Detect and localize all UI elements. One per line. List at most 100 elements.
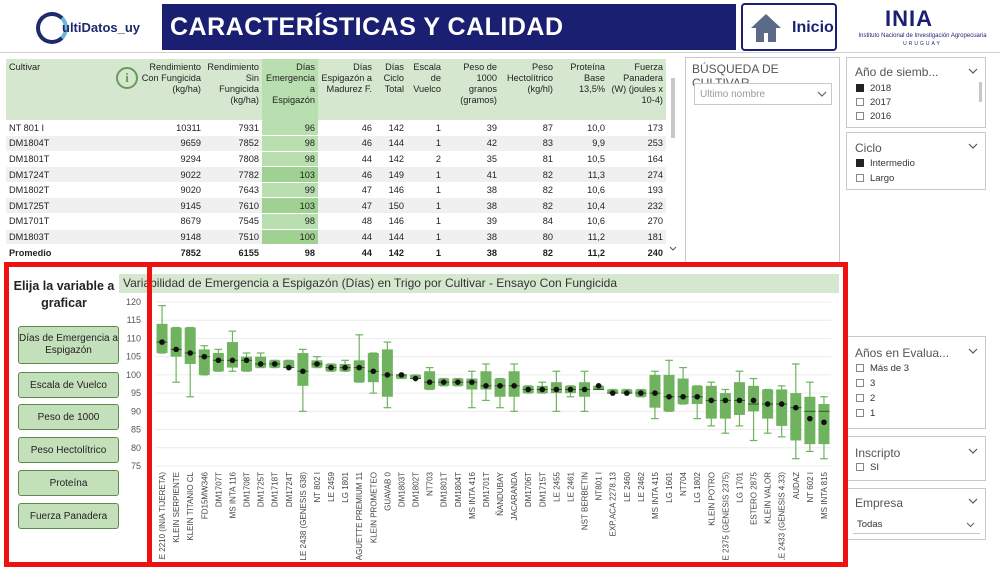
- filter-option-ciclo[interactable]: Largo: [856, 173, 894, 184]
- table-cell: 7610: [204, 197, 262, 215]
- checkbox[interactable]: [856, 409, 864, 417]
- checkbox[interactable]: [856, 364, 864, 372]
- chevron-down-icon[interactable]: [968, 143, 978, 150]
- table-row[interactable]: DM1724T 9022 7782 103 46 149 1 41 82 11,3 274: [6, 166, 666, 183]
- variable-button-label: Días de Emergencia a Espigazón: [19, 333, 118, 356]
- table-header-cell[interactable]: Rendimiento Sin Fungicida (kg/ha): [204, 59, 262, 120]
- table-header-cell[interactable]: Peso Hectolítrico (kg/hl): [500, 59, 556, 120]
- x-tick-label: MS INTA 416: [468, 471, 477, 519]
- variable-button[interactable]: Peso Hectolítrico: [18, 437, 119, 463]
- checkbox[interactable]: [856, 394, 864, 402]
- variable-button[interactable]: Proteína: [18, 470, 119, 496]
- checkbox[interactable]: [856, 159, 864, 167]
- chevron-down-icon[interactable]: [968, 68, 978, 75]
- table-header-cell[interactable]: Fuerza Panadera (W) (joules x 10-4): [608, 59, 666, 120]
- checkbox[interactable]: [856, 98, 864, 106]
- table-header-cell[interactable]: Días Espigazón a Madurez F.: [318, 59, 375, 120]
- box-mean-point: [187, 350, 194, 356]
- box-mean-point: [215, 357, 222, 364]
- table-row[interactable]: DM1804T 9659 7852 98 46 144 1 42 83 9,9 253: [6, 135, 666, 152]
- table-cell: 146: [375, 213, 407, 230]
- table-scrollbar[interactable]: [668, 78, 678, 254]
- x-tick-label: GUAVAB 0: [383, 471, 392, 510]
- x-tick-label: DM1725T: [257, 472, 266, 507]
- box-mean-point: [623, 390, 630, 396]
- y-tick-label: 100: [126, 370, 141, 380]
- table-cell: 98: [262, 244, 318, 261]
- table-cell: 82: [500, 244, 556, 261]
- checkbox[interactable]: [856, 84, 864, 92]
- filter-option-year[interactable]: 2016: [856, 111, 891, 122]
- table-header-cell[interactable]: Rendimiento Con Fungicida (kg/ha): [134, 59, 204, 120]
- empresa-filter-title: Empresa: [855, 496, 904, 510]
- year-filter-scrollbar[interactable]: [979, 82, 982, 102]
- filter-option-year[interactable]: 2017: [856, 97, 891, 108]
- table-cell: 82: [500, 197, 556, 215]
- page-title: CARACTERÍSTICAS Y CALIDAD: [170, 13, 564, 41]
- box: [677, 378, 689, 405]
- table-cell: 10311: [134, 120, 204, 137]
- table-row[interactable]: DM1802T 9020 7643 99 47 146 1 38 82 10,6 193: [6, 182, 666, 199]
- filter-option-ciclo[interactable]: Intermedio: [856, 158, 915, 169]
- variable-button-label: Fuerza Panadera: [29, 511, 108, 522]
- box: [480, 371, 492, 390]
- box-mean-point: [764, 401, 771, 407]
- chevron-down-icon[interactable]: [968, 348, 978, 355]
- x-tick-label: LE 2210 (INIA TIJERETA): [158, 472, 167, 560]
- x-tick-label: DM1803T: [397, 472, 406, 507]
- filter-option-inscripto[interactable]: SI: [856, 462, 879, 473]
- variable-button[interactable]: Días de Emergencia a Espigazón: [18, 326, 119, 364]
- y-tick-label: 115: [127, 315, 141, 325]
- table-header-cell[interactable]: Escala de Vuelco: [407, 59, 444, 120]
- variable-button[interactable]: Fuerza Panadera: [18, 503, 119, 529]
- table-row[interactable]: DM1803T 9148 7510 100 44 144 1 38 80 11,2 181: [6, 229, 666, 246]
- table-row[interactable]: DM1725T 9145 7610 103 47 150 1 38 82 10,4 232: [6, 197, 666, 215]
- box: [776, 389, 788, 426]
- filter-option-anios_eval[interactable]: 2: [856, 393, 875, 404]
- table-header-cell[interactable]: Días Ciclo Total: [375, 59, 407, 120]
- table-total-row[interactable]: Promedio 7852 6155 98 44 142 1 38 82 11,2 240: [6, 244, 666, 261]
- box: [367, 353, 379, 383]
- checkbox[interactable]: [856, 112, 864, 120]
- table-cell: 9,9: [556, 135, 608, 152]
- box-mean-point: [708, 397, 715, 404]
- chevron-down-icon[interactable]: [968, 448, 978, 455]
- multidatos-logo-mark: [36, 12, 68, 44]
- year-filter-panel: Año de siemb... 2018 2017 2016: [846, 57, 986, 128]
- table-header-cell[interactable]: Peso de 1000 granos (gramos): [444, 59, 500, 120]
- scroll-down-icon[interactable]: [669, 246, 677, 252]
- filter-option-anios_eval[interactable]: 3: [856, 378, 875, 389]
- empresa-select[interactable]: Todas: [853, 516, 980, 534]
- chevron-down-icon[interactable]: [968, 498, 978, 505]
- x-tick-label: DM1706T: [524, 472, 533, 507]
- home-button[interactable]: Inicio: [741, 3, 837, 51]
- checkbox[interactable]: [856, 463, 864, 471]
- table-header-cell[interactable]: Cultivar: [6, 59, 134, 120]
- box-mean-point: [595, 383, 602, 389]
- filter-option-anios_eval[interactable]: Más de 3: [856, 363, 909, 374]
- table-scrollbar-thumb[interactable]: [671, 78, 675, 138]
- table-cell: 9659: [134, 135, 204, 152]
- table-cell: 7808: [204, 151, 262, 168]
- ciclo-filter-panel: Ciclo Intermedio Largo: [846, 132, 986, 190]
- checkbox[interactable]: [856, 379, 864, 387]
- box-mean-point: [469, 379, 475, 385]
- table-cell: 150: [375, 197, 407, 215]
- x-tick-label: LE 2455: [552, 471, 561, 501]
- variable-button[interactable]: Escala de Vuelco: [18, 372, 119, 398]
- checkbox[interactable]: [856, 174, 864, 182]
- info-icon[interactable]: i: [116, 67, 138, 89]
- table-header-cell[interactable]: Proteína Base 13,5%: [556, 59, 608, 120]
- table-cell: 47: [318, 182, 375, 199]
- table-row[interactable]: DM1801T 9294 7808 98 44 142 2 35 81 10,5 164: [6, 151, 666, 168]
- variable-button[interactable]: Peso de 1000: [18, 404, 119, 430]
- table-row[interactable]: DM1701T 8679 7545 98 48 146 1 39 84 10,6 270: [6, 213, 666, 230]
- table-header-cell[interactable]: Días Emergencia a Espigazón: [262, 59, 318, 120]
- filter-option-anios_eval[interactable]: 1: [856, 408, 875, 419]
- cultivar-search-dropdown[interactable]: Ultimo nombre: [694, 83, 832, 105]
- variable-button-label: Proteína: [49, 478, 88, 489]
- table-row[interactable]: NT 801 I 10311 7931 96 46 142 1 39 87 10,0 173: [6, 120, 666, 137]
- multidatos-logo: ultiDatos_uy: [36, 8, 146, 48]
- filter-option-year[interactable]: 2018: [856, 83, 891, 94]
- box-mean-point: [497, 383, 503, 389]
